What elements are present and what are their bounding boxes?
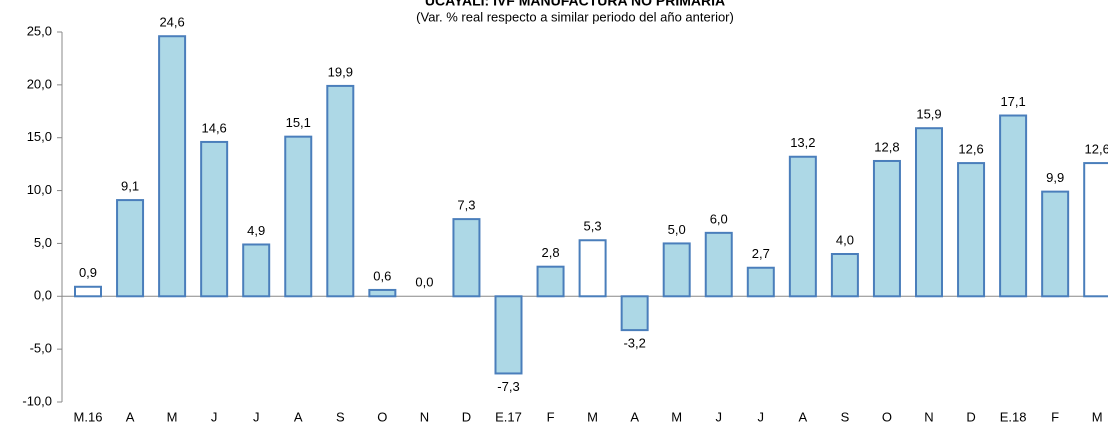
- value-label: -7,3: [497, 379, 519, 394]
- value-label: 14,6: [201, 120, 226, 135]
- x-tick-label: O: [882, 409, 892, 424]
- chart-subtitle: (Var. % real respecto a similar periodo …: [416, 9, 734, 24]
- bar: [452, 218, 481, 298]
- x-tick-label: F: [1051, 409, 1059, 424]
- value-label: 12,6: [1085, 142, 1108, 157]
- x-tick-label: M.16: [74, 409, 103, 424]
- bar: [788, 155, 817, 298]
- bar: [368, 288, 397, 298]
- value-label: 12,6: [958, 142, 983, 157]
- x-tick-label: A: [630, 409, 639, 424]
- value-label: 4,0: [836, 232, 854, 247]
- y-tick-label: 20,0: [27, 76, 52, 91]
- value-label: 0,9: [79, 265, 97, 280]
- bar: [662, 242, 691, 298]
- x-tick-label: M: [1092, 409, 1103, 424]
- y-tick-label: -10,0: [22, 393, 52, 408]
- bar: [1083, 162, 1108, 298]
- value-label: 13,2: [790, 135, 815, 150]
- x-tick-label: O: [377, 409, 387, 424]
- value-label: -3,2: [623, 336, 645, 351]
- x-tick-label: N: [420, 409, 429, 424]
- y-tick-label: 5,0: [34, 235, 52, 250]
- value-label: 17,1: [1000, 94, 1025, 109]
- x-tick-label: A: [294, 409, 303, 424]
- value-label: 9,1: [121, 179, 139, 194]
- value-label: 19,9: [328, 64, 353, 79]
- value-label: 0,6: [373, 268, 391, 283]
- x-tick-label: N: [924, 409, 933, 424]
- x-tick-label: F: [547, 409, 555, 424]
- bar: [746, 266, 775, 298]
- bar: [957, 162, 986, 298]
- y-tick-label: 10,0: [27, 182, 52, 197]
- y-tick-label: 0,0: [34, 288, 52, 303]
- bar: [999, 114, 1028, 298]
- value-label: 24,6: [159, 15, 184, 30]
- y-tick-label: -5,0: [30, 341, 52, 356]
- x-tick-label: E.18: [1000, 409, 1027, 424]
- bar: [200, 140, 229, 298]
- chart-title: UCAYALI: IVF MANUFACTURA NO PRIMARIA: [425, 0, 725, 9]
- x-tick-label: M: [671, 409, 682, 424]
- bar: [830, 253, 859, 298]
- x-tick-label: A: [126, 409, 135, 424]
- bar: [872, 159, 901, 298]
- x-tick-label: J: [211, 409, 218, 424]
- x-tick-label: J: [253, 409, 260, 424]
- x-tick-label: S: [841, 409, 850, 424]
- bar: [536, 265, 565, 298]
- x-tick-label: J: [758, 409, 765, 424]
- y-tick-label: 15,0: [27, 129, 52, 144]
- bar: [116, 199, 145, 298]
- bar: [704, 231, 733, 298]
- value-label: 9,9: [1046, 170, 1064, 185]
- y-tick-label: 25,0: [27, 23, 52, 38]
- value-label: 15,9: [916, 107, 941, 122]
- value-label: 0,0: [415, 275, 433, 290]
- x-tick-label: D: [966, 409, 975, 424]
- value-label: 5,0: [668, 222, 686, 237]
- bar: [915, 127, 943, 298]
- bar: [578, 239, 607, 298]
- value-label: 4,9: [247, 223, 265, 238]
- value-label: 5,3: [584, 219, 602, 234]
- value-label: 2,7: [752, 246, 770, 261]
- x-tick-label: M: [587, 409, 598, 424]
- value-label: 12,8: [874, 139, 899, 154]
- bar: [242, 243, 271, 298]
- value-label: 15,1: [286, 115, 311, 130]
- bar: [158, 35, 187, 298]
- bar: [620, 295, 649, 332]
- x-tick-label: S: [336, 409, 345, 424]
- x-tick-label: D: [462, 409, 471, 424]
- bar: [1041, 190, 1070, 298]
- x-tick-label: M: [167, 409, 178, 424]
- bar: [74, 285, 102, 298]
- x-tick-label: E.17: [495, 409, 522, 424]
- x-tick-label: A: [799, 409, 808, 424]
- bar: [494, 295, 523, 375]
- x-tick-label: J: [716, 409, 723, 424]
- bar: [284, 135, 313, 298]
- value-label: 2,8: [542, 245, 560, 260]
- bar: [326, 84, 355, 298]
- value-label: 6,0: [710, 211, 728, 226]
- value-label: 7,3: [457, 198, 475, 213]
